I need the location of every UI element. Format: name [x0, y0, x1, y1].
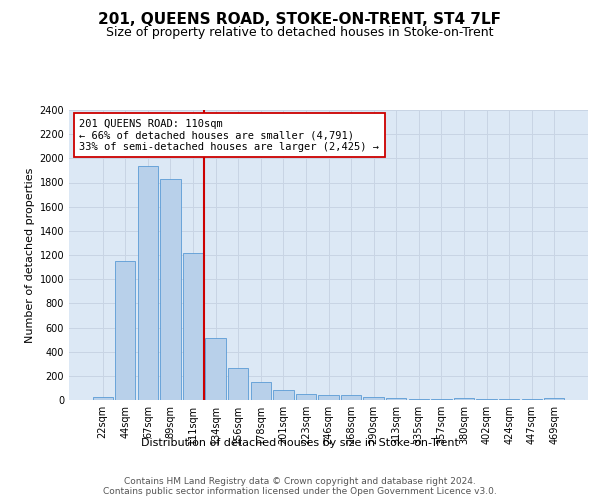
Bar — [115, 261, 136, 400]
Bar — [341, 395, 361, 400]
Text: 201 QUEENS ROAD: 110sqm
← 66% of detached houses are smaller (4,791)
33% of semi: 201 QUEENS ROAD: 110sqm ← 66% of detache… — [79, 118, 379, 152]
Bar — [205, 338, 226, 400]
Y-axis label: Number of detached properties: Number of detached properties — [25, 168, 35, 342]
Bar — [92, 396, 113, 400]
Text: Distribution of detached houses by size in Stoke-on-Trent: Distribution of detached houses by size … — [141, 438, 459, 448]
Bar — [251, 382, 271, 400]
Bar — [138, 166, 158, 400]
Text: Contains HM Land Registry data © Crown copyright and database right 2024.
Contai: Contains HM Land Registry data © Crown c… — [103, 476, 497, 496]
Text: 201, QUEENS ROAD, STOKE-ON-TRENT, ST4 7LF: 201, QUEENS ROAD, STOKE-ON-TRENT, ST4 7L… — [98, 12, 502, 28]
Bar — [228, 368, 248, 400]
Bar — [544, 398, 565, 400]
Bar — [273, 390, 293, 400]
Bar — [409, 398, 429, 400]
Bar — [183, 252, 203, 400]
Bar — [454, 398, 474, 400]
Bar — [364, 397, 384, 400]
Bar — [160, 179, 181, 400]
Bar — [386, 398, 406, 400]
Text: Size of property relative to detached houses in Stoke-on-Trent: Size of property relative to detached ho… — [106, 26, 494, 39]
Bar — [431, 399, 452, 400]
Bar — [296, 394, 316, 400]
Bar — [319, 394, 338, 400]
